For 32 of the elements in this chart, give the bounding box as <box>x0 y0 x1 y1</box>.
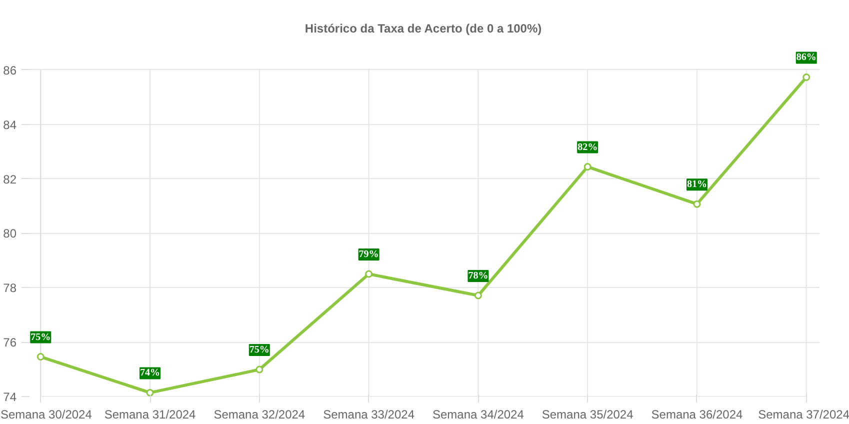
point <box>146 388 154 396</box>
point <box>802 74 810 81</box>
point <box>474 292 482 300</box>
point <box>693 200 701 208</box>
data-label: 78% <box>468 270 488 282</box>
x-tick-label: Semana 30/2024 <box>0 408 92 422</box>
point <box>256 366 264 374</box>
y-tick-label: 76 <box>3 336 17 350</box>
data-label: 79% <box>358 249 379 260</box>
point <box>365 270 373 278</box>
x-tick-label: Semana 36/2024 <box>651 408 744 422</box>
chart-title: Histórico da Taxa de Acerto (de 0 a 100%) <box>304 22 542 36</box>
x-tick-label: Semana 32/2024 <box>214 408 306 422</box>
data-label: 75% <box>249 344 270 356</box>
x-tick-label: Semana 35/2024 <box>542 408 634 422</box>
data-label: 75% <box>30 332 51 343</box>
data-label: 82% <box>578 142 598 153</box>
x-tick-label: Semana 31/2024 <box>104 408 196 422</box>
y-tick-label: 82 <box>3 172 17 186</box>
point <box>584 163 592 171</box>
y-tick-label: 74 <box>3 390 17 404</box>
x-tick-label: Semana 34/2024 <box>432 408 524 422</box>
y-tick-label: 84 <box>3 118 17 132</box>
y-tick-label: 80 <box>3 226 17 241</box>
point <box>36 353 44 361</box>
data-label: 74% <box>140 368 160 379</box>
x-tick-label: Semana 33/2024 <box>323 408 415 422</box>
data-label: 86% <box>796 52 816 64</box>
y-tick-label: 86 <box>3 63 17 78</box>
x-tick-label: Semana 37/2024 <box>758 408 849 422</box>
y-tick-label: 78 <box>3 281 17 296</box>
data-label: 81% <box>686 179 707 190</box>
